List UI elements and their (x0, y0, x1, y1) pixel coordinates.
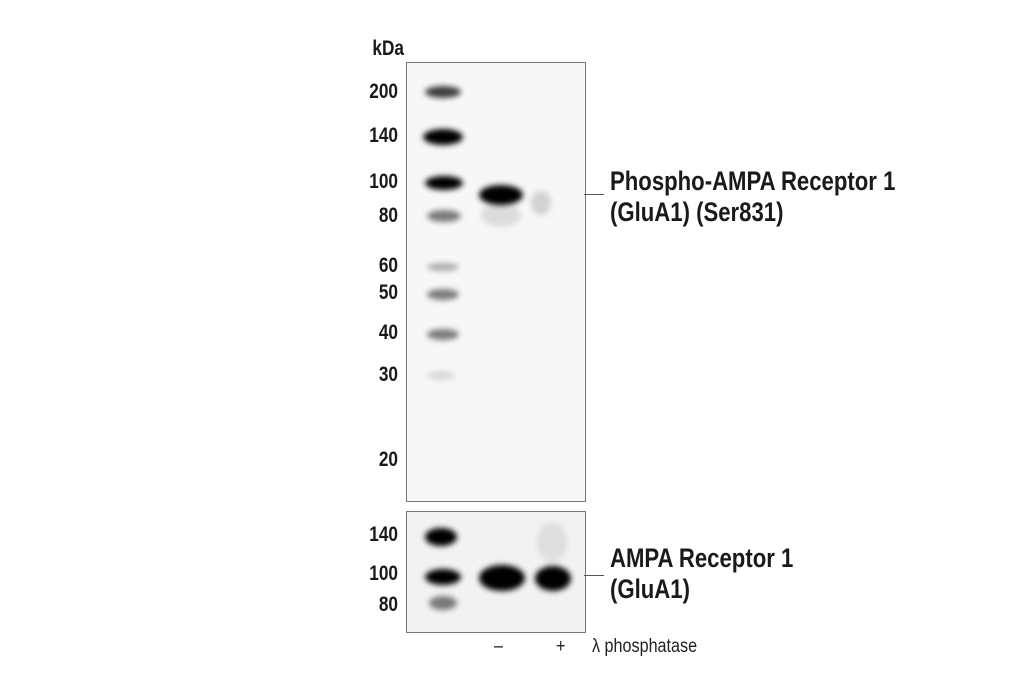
marker-label: 140 (369, 523, 398, 546)
ladder-band (425, 86, 461, 98)
unit-label: kDa (372, 37, 404, 60)
ladder-band (427, 371, 455, 380)
marker-label: 100 (369, 170, 398, 193)
lower-target-label: AMPA Receptor 1 (GluA1) (610, 543, 793, 605)
lower-target-line1: AMPA Receptor 1 (610, 543, 794, 573)
sample-band-treated-smear (537, 522, 567, 562)
sample-band-untreated-smear (481, 203, 521, 227)
marker-label: 50 (378, 281, 398, 304)
sample-band-treated (531, 191, 551, 215)
marker-label: 60 (378, 254, 398, 277)
marker-label: 80 (378, 204, 398, 227)
ladder-band (427, 289, 459, 300)
upper-target-label: Phospho-AMPA Receptor 1 (GluA1) (Ser831) (610, 166, 895, 228)
treatment-label: λ phosphatase (592, 636, 698, 657)
marker-label: 40 (378, 321, 398, 344)
lower-target-line2: (GluA1) (610, 574, 690, 604)
upper-target-line1: Phospho-AMPA Receptor 1 (610, 166, 896, 196)
ladder-band (425, 176, 463, 190)
sample-band-untreated (479, 185, 523, 205)
lower-target-pointer (584, 575, 604, 576)
sample-band-treated (535, 566, 571, 591)
lane-label-plus: + (556, 636, 566, 657)
ladder-band (427, 329, 459, 340)
marker-label: 80 (378, 593, 398, 616)
ladder-band (425, 569, 461, 585)
upper-target-pointer (584, 194, 604, 195)
ladder-band (423, 129, 463, 145)
ladder-band (429, 596, 457, 610)
marker-label: 200 (369, 80, 398, 103)
ladder-band (427, 210, 461, 222)
lane-label-minus: – (494, 636, 503, 657)
marker-label: 20 (378, 448, 398, 471)
ladder-band (427, 263, 459, 271)
sample-band-untreated (479, 565, 525, 591)
lower-blot-panel (406, 511, 586, 633)
upper-blot-panel (406, 62, 586, 502)
ladder-band (425, 528, 457, 546)
marker-label: 100 (369, 562, 398, 585)
marker-label: 140 (369, 124, 398, 147)
upper-target-line2: (GluA1) (Ser831) (610, 197, 784, 227)
marker-label: 30 (378, 363, 398, 386)
